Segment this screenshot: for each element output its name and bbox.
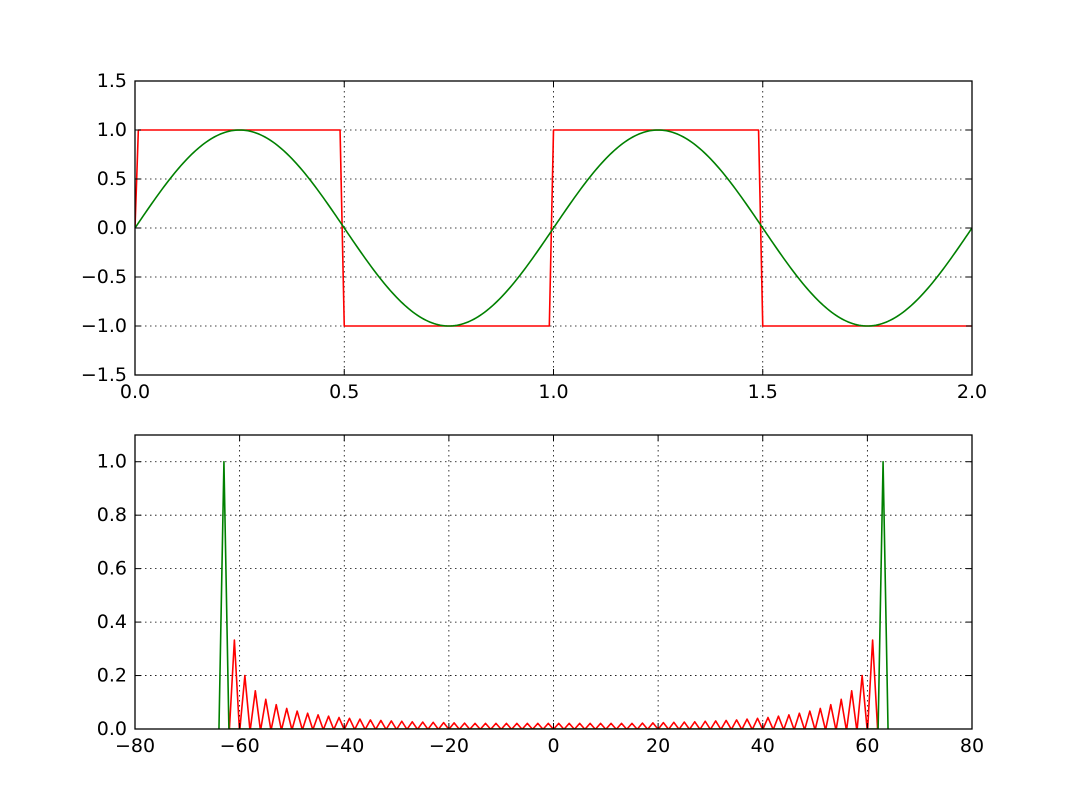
y-tick-label: 1.5 [97,70,127,92]
y-tick-label: 0.6 [97,558,127,580]
x-tick-label: 60 [855,735,879,757]
x-tick-label: −60 [220,735,260,757]
ticks: 0.0 0.5 1.0 1.5 2.0 −1.5 −1.0 −0.5 0.0 0.5 1.0 1.5 [81,70,987,403]
y-tick-label: −1.5 [81,364,127,386]
x-tick-label: −20 [429,735,469,757]
ticks: −80 −60 −40 −20 0 20 40 60 80 0.0 0.2 0.4 0.6 0.8 1.0 [97,435,984,757]
frequency-domain-panel: −80 −60 −40 −20 0 20 40 60 80 0.0 0.2 0.4 0.6 0.8 1.0 [97,434,984,757]
y-tick-label: −0.5 [81,266,127,288]
x-tick-label: 2.0 [957,381,987,403]
x-tick-label: 20 [646,735,670,757]
axes-frame [134,434,973,730]
y-tick-label: 1.0 [97,119,127,141]
x-tick-label: 0.0 [120,381,150,403]
x-tick-label: 80 [960,735,984,757]
y-tick-label: 0.0 [97,217,127,239]
x-tick-label: 0.5 [329,381,359,403]
series-line-sine-wave-spectrum [218,460,889,729]
y-tick-label: 0.8 [97,504,127,526]
y-tick-label: 1.0 [97,451,127,473]
x-tick-label: 1.0 [538,381,568,403]
time-domain-panel: 0.0 0.5 1.0 1.5 2.0 −1.5 −1.0 −0.5 0.0 0.5 1.0 1.5 [81,70,987,403]
y-tick-label: 0.2 [97,665,127,687]
series-group [135,129,972,327]
y-tick-label: −1.0 [81,315,127,337]
x-tick-label: 1.5 [748,381,778,403]
grid [134,435,973,730]
series-line-square-wave-spectrum [228,639,879,729]
y-tick-label: 0.0 [97,718,127,740]
y-tick-label: 0.4 [97,611,127,633]
x-tick-label: 40 [751,735,775,757]
x-tick-label: −40 [324,735,364,757]
x-tick-label: 0 [547,735,559,757]
x-tick-label: −80 [115,735,155,757]
series-line-square-wave [135,129,972,327]
y-tick-label: 0.5 [97,168,127,190]
series-line-sine-wave [135,129,972,327]
series-group [218,460,889,729]
